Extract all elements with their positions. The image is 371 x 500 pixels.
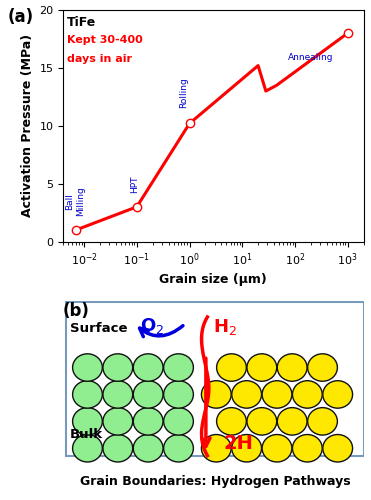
Text: (b): (b) (63, 302, 90, 320)
Circle shape (232, 434, 262, 462)
Text: (a): (a) (7, 8, 34, 26)
Circle shape (201, 434, 231, 462)
Y-axis label: Activation Pressure (MPa): Activation Pressure (MPa) (21, 34, 34, 218)
Circle shape (164, 380, 193, 408)
Circle shape (164, 354, 193, 382)
Text: days in air: days in air (67, 54, 132, 64)
Text: Kept 30-400: Kept 30-400 (67, 36, 143, 46)
Circle shape (103, 354, 133, 382)
X-axis label: Grain size (μm): Grain size (μm) (160, 274, 267, 286)
Text: Annealing: Annealing (288, 53, 334, 62)
Circle shape (232, 380, 262, 408)
Circle shape (292, 380, 322, 408)
Text: TiFe: TiFe (67, 16, 96, 29)
Circle shape (73, 408, 102, 435)
Text: 2H: 2H (224, 434, 254, 453)
Circle shape (262, 434, 292, 462)
FancyBboxPatch shape (66, 302, 364, 456)
Circle shape (247, 408, 277, 435)
Circle shape (308, 354, 337, 382)
Circle shape (262, 380, 292, 408)
Circle shape (103, 408, 133, 435)
Circle shape (133, 354, 163, 382)
Circle shape (164, 434, 193, 462)
Text: HPT: HPT (130, 176, 139, 193)
Circle shape (217, 354, 246, 382)
Circle shape (73, 354, 102, 382)
Circle shape (164, 408, 193, 435)
Circle shape (201, 380, 231, 408)
Text: Bulk: Bulk (70, 428, 103, 441)
Circle shape (217, 408, 246, 435)
Text: Surface: Surface (70, 322, 127, 336)
Circle shape (277, 354, 307, 382)
Text: Grain Boundaries: Hydrogen Pathways: Grain Boundaries: Hydrogen Pathways (79, 475, 350, 488)
Text: O$_2$: O$_2$ (141, 316, 165, 336)
Circle shape (323, 380, 352, 408)
Circle shape (103, 380, 133, 408)
Circle shape (73, 380, 102, 408)
Circle shape (133, 408, 163, 435)
Circle shape (277, 408, 307, 435)
Text: H$_2$: H$_2$ (213, 317, 237, 337)
Circle shape (308, 408, 337, 435)
Circle shape (292, 434, 322, 462)
Circle shape (103, 434, 133, 462)
Text: Rolling: Rolling (179, 78, 188, 108)
Circle shape (73, 434, 102, 462)
Text: Ball
Milling: Ball Milling (66, 186, 85, 216)
Circle shape (133, 380, 163, 408)
Circle shape (323, 434, 352, 462)
Circle shape (247, 354, 277, 382)
Circle shape (133, 434, 163, 462)
